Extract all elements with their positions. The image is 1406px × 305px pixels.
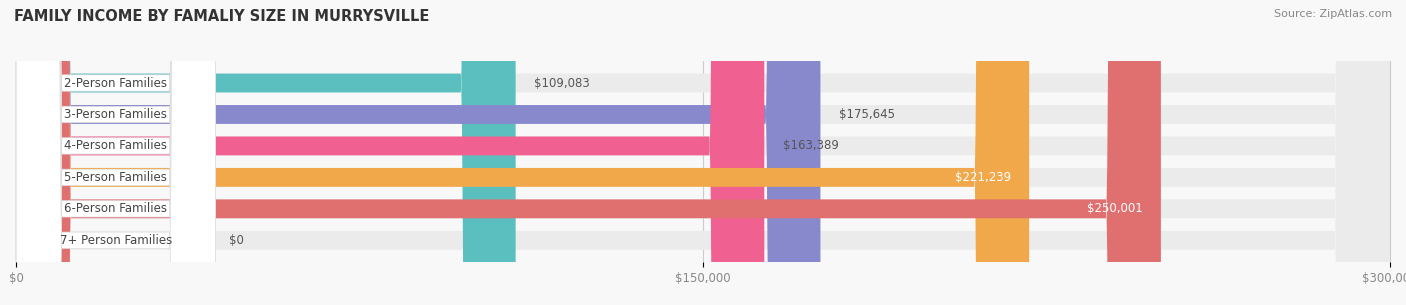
- Text: $109,083: $109,083: [534, 77, 589, 89]
- FancyBboxPatch shape: [17, 0, 215, 305]
- FancyBboxPatch shape: [17, 0, 215, 305]
- Text: 4-Person Families: 4-Person Families: [65, 139, 167, 152]
- Text: Source: ZipAtlas.com: Source: ZipAtlas.com: [1274, 9, 1392, 19]
- FancyBboxPatch shape: [17, 0, 1389, 305]
- FancyBboxPatch shape: [17, 0, 1389, 305]
- Text: FAMILY INCOME BY FAMALIY SIZE IN MURRYSVILLE: FAMILY INCOME BY FAMALIY SIZE IN MURRYSV…: [14, 9, 429, 24]
- FancyBboxPatch shape: [17, 0, 1161, 305]
- Text: 6-Person Families: 6-Person Families: [65, 202, 167, 215]
- Text: 7+ Person Families: 7+ Person Families: [59, 234, 172, 247]
- FancyBboxPatch shape: [17, 0, 1389, 305]
- Text: $175,645: $175,645: [839, 108, 894, 121]
- FancyBboxPatch shape: [17, 0, 1389, 305]
- Text: $250,001: $250,001: [1087, 202, 1143, 215]
- FancyBboxPatch shape: [17, 0, 516, 305]
- FancyBboxPatch shape: [17, 0, 821, 305]
- FancyBboxPatch shape: [17, 0, 215, 305]
- FancyBboxPatch shape: [17, 0, 1029, 305]
- FancyBboxPatch shape: [17, 0, 1389, 305]
- FancyBboxPatch shape: [17, 0, 765, 305]
- Text: 5-Person Families: 5-Person Families: [65, 171, 167, 184]
- FancyBboxPatch shape: [17, 0, 215, 305]
- FancyBboxPatch shape: [17, 0, 215, 305]
- Text: $221,239: $221,239: [955, 171, 1011, 184]
- Text: 2-Person Families: 2-Person Families: [65, 77, 167, 89]
- Text: 3-Person Families: 3-Person Families: [65, 108, 167, 121]
- Text: $163,389: $163,389: [783, 139, 838, 152]
- FancyBboxPatch shape: [17, 0, 1389, 305]
- Text: $0: $0: [229, 234, 245, 247]
- FancyBboxPatch shape: [17, 0, 215, 305]
